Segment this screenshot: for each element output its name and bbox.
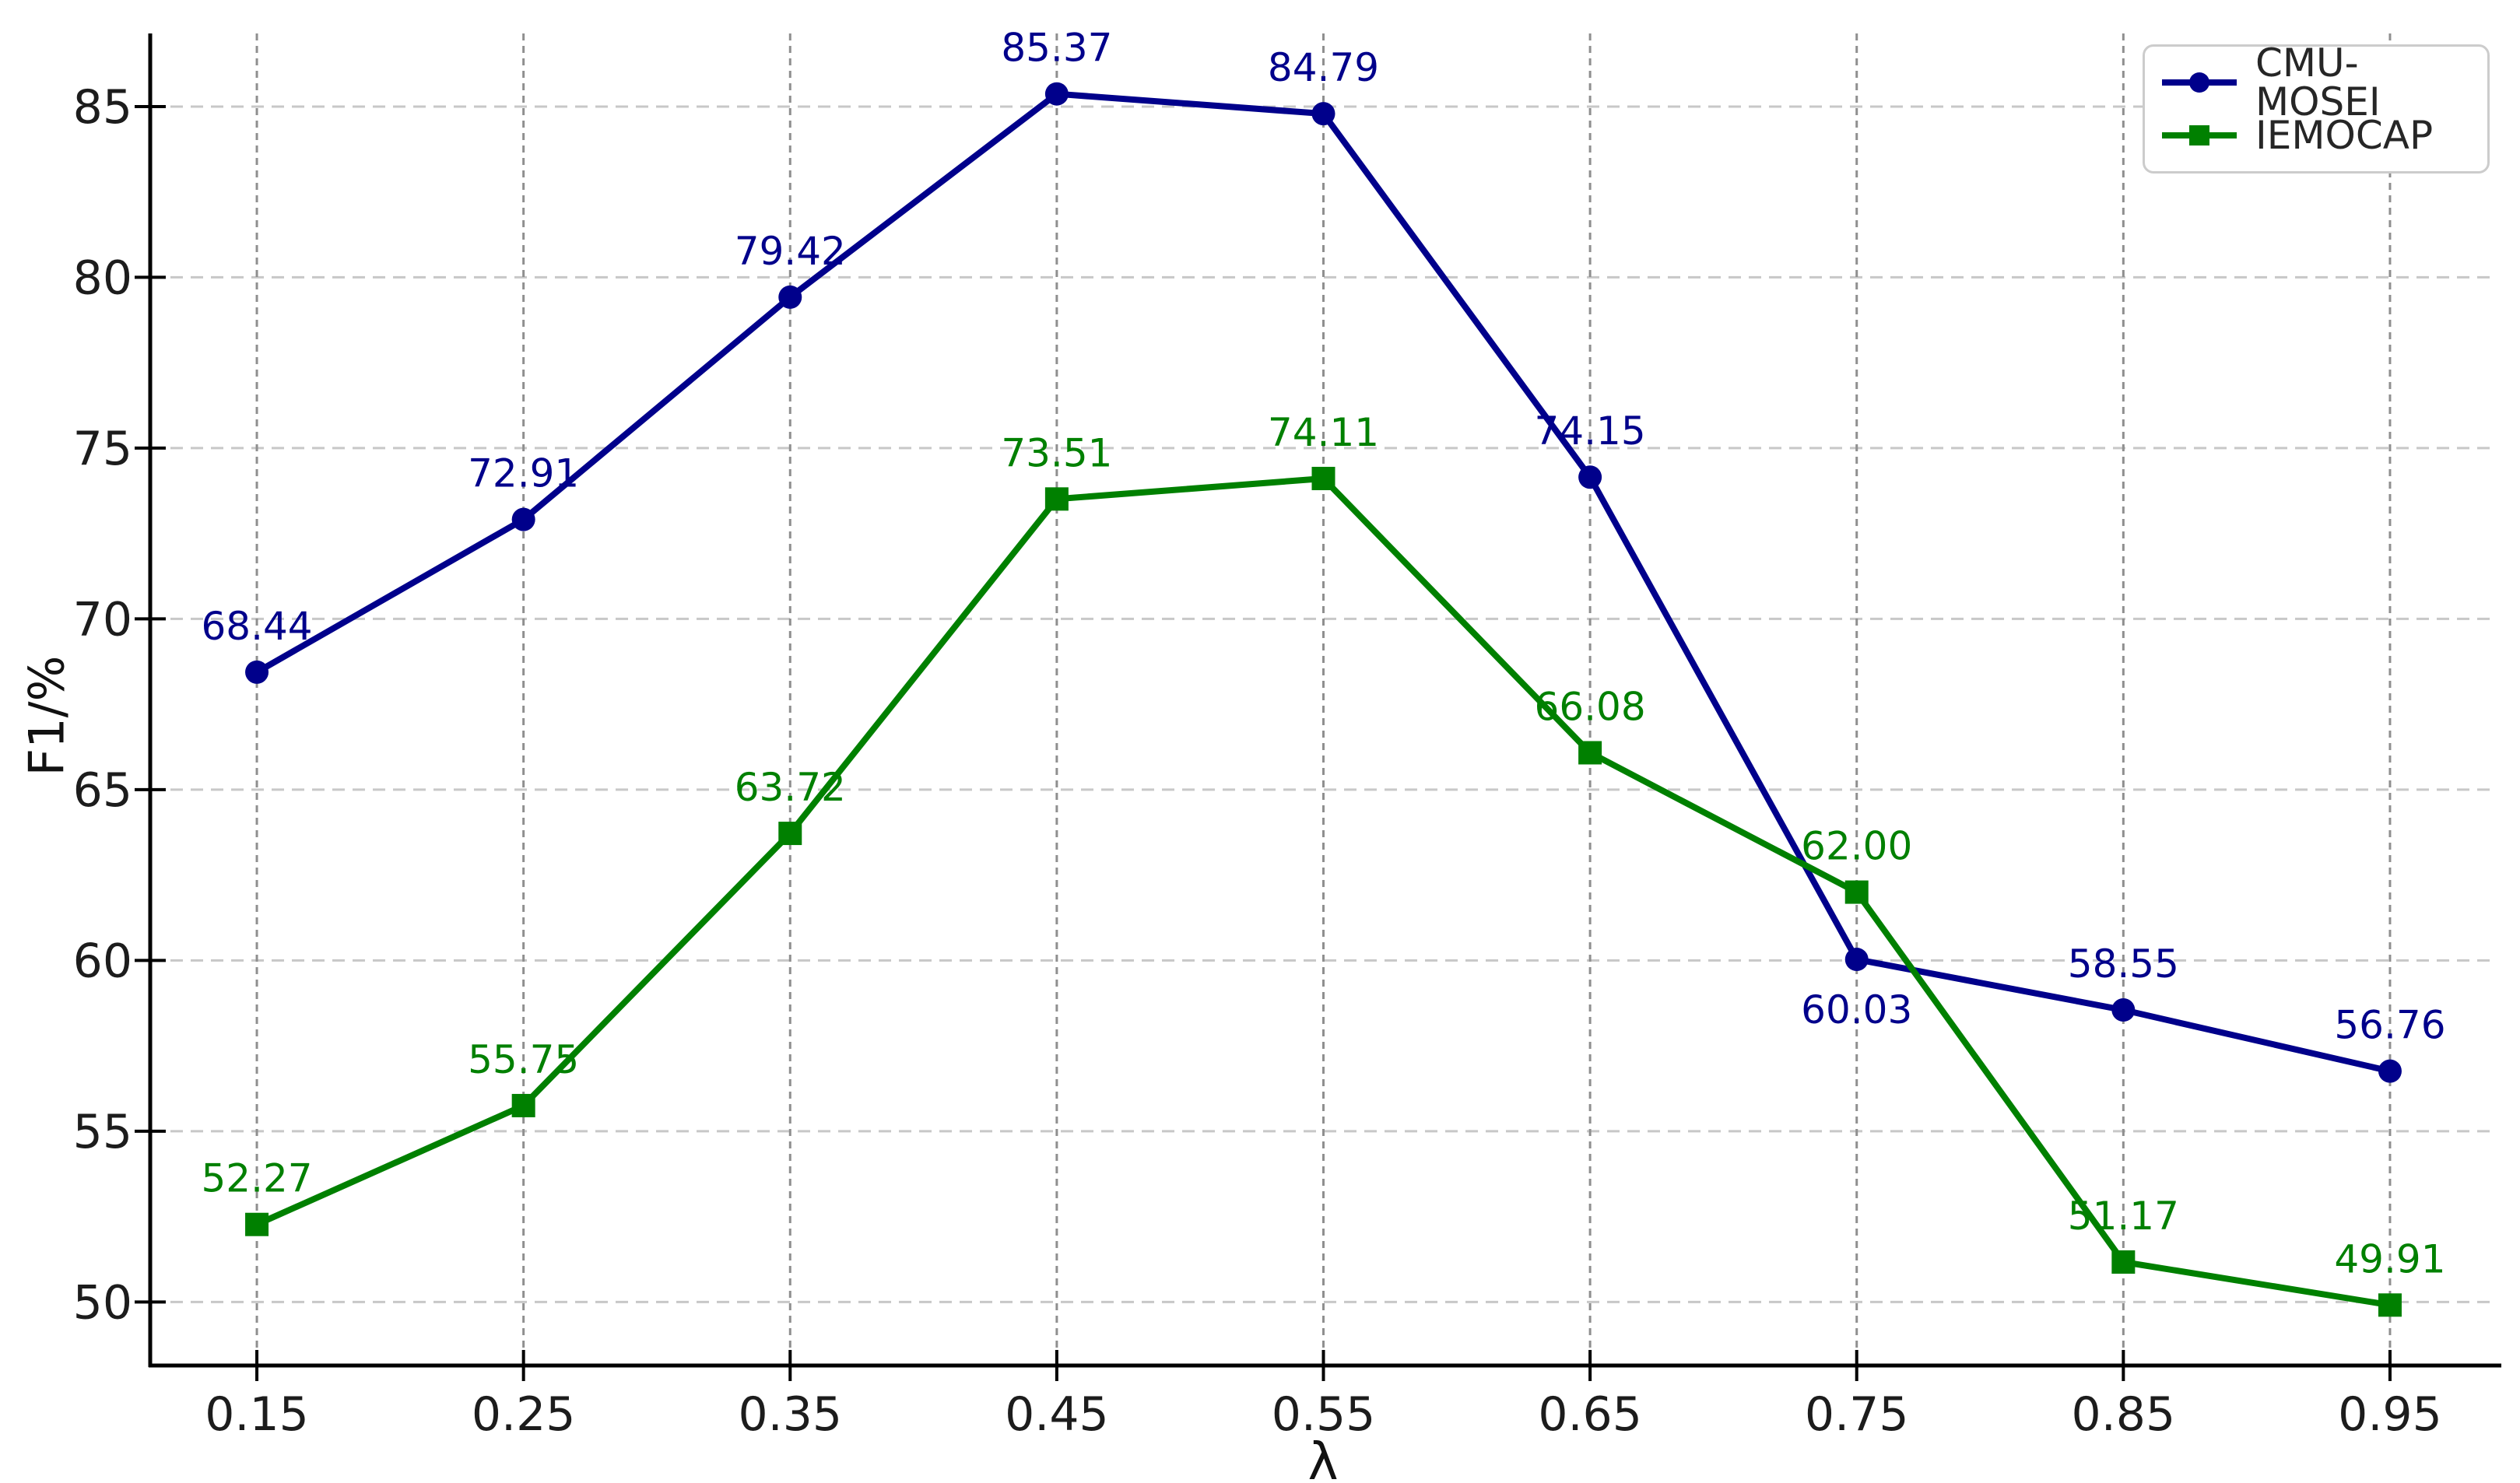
data-point-marker-square — [245, 1212, 269, 1236]
data-point-label: 66.08 — [1535, 684, 1646, 729]
y-tick-label: 75 — [73, 422, 132, 476]
data-point-marker-square — [2111, 1250, 2136, 1274]
data-point-label: 68.44 — [201, 604, 312, 649]
data-point-marker-circle — [2111, 998, 2136, 1022]
data-point-label: 60.03 — [1801, 987, 1912, 1032]
y-tick-label: 55 — [73, 1105, 132, 1159]
data-point-label: 52.27 — [201, 1156, 312, 1201]
data-point-label: 62.00 — [1801, 824, 1912, 869]
data-point-marker-square — [2378, 1293, 2402, 1317]
data-point-marker-square — [1844, 880, 1869, 904]
data-point-label: 85.37 — [1001, 26, 1112, 71]
data-point-label: 72.91 — [468, 451, 579, 496]
x-tick-label: 0.25 — [472, 1387, 576, 1442]
data-point-marker-circle — [778, 285, 802, 309]
data-point-marker-square — [778, 822, 802, 846]
data-point-marker-circle — [1044, 82, 1069, 106]
y-axis-title: F1/% — [18, 655, 75, 777]
y-tick-label: 60 — [73, 934, 132, 988]
x-tick-label: 0.15 — [205, 1387, 309, 1442]
data-point-label: 49.91 — [2334, 1236, 2445, 1281]
legend-line-square-icon — [2162, 125, 2237, 145]
x-tick-label: 0.85 — [2072, 1387, 2176, 1442]
x-tick-label: 0.35 — [738, 1387, 842, 1442]
data-point-marker-circle — [245, 660, 269, 684]
legend-item-cmu-mosei: CMU-MOSEI — [2159, 44, 2473, 121]
legend: CMU-MOSEI IEMOCAP — [2143, 44, 2490, 174]
y-tick-label: 50 — [73, 1275, 132, 1330]
data-point-label: 58.55 — [2068, 941, 2179, 987]
y-tick-label: 85 — [73, 80, 132, 135]
y-tick-label: 65 — [73, 763, 132, 818]
data-point-label: 63.72 — [735, 765, 846, 810]
legend-item-iemocap: IEMOCAP — [2159, 109, 2473, 162]
data-point-marker-circle — [2378, 1059, 2402, 1083]
legend-label: IEMOCAP — [2255, 113, 2434, 158]
data-point-marker-square — [1578, 741, 1602, 765]
data-point-label: 56.76 — [2334, 1003, 2445, 1048]
data-point-label: 73.51 — [1001, 430, 1112, 475]
x-tick-label: 0.65 — [1538, 1387, 1642, 1442]
data-point-label: 55.75 — [468, 1037, 579, 1082]
y-tick-label: 80 — [73, 251, 132, 305]
data-point-label: 51.17 — [2068, 1194, 2179, 1239]
x-tick-label: 0.55 — [1272, 1387, 1376, 1442]
data-point-marker-square — [1311, 466, 1335, 490]
data-point-marker-square — [1044, 487, 1069, 511]
x-tick-label: 0.75 — [1805, 1387, 1909, 1442]
y-tick-label: 70 — [73, 592, 132, 647]
data-point-label: 84.79 — [1268, 45, 1379, 90]
data-point-marker-circle — [1311, 102, 1335, 126]
data-point-marker-square — [511, 1093, 535, 1117]
x-tick-label: 0.95 — [2338, 1387, 2442, 1442]
legend-line-circle-icon — [2162, 72, 2237, 93]
x-tick-label: 0.45 — [1005, 1387, 1109, 1442]
legend-label: CMU-MOSEI — [2255, 40, 2381, 124]
data-point-marker-circle — [1844, 948, 1869, 972]
data-point-label: 74.15 — [1535, 408, 1646, 454]
data-point-marker-circle — [1578, 465, 1602, 489]
data-point-marker-circle — [511, 507, 535, 531]
data-point-label: 79.42 — [735, 229, 846, 274]
data-point-label: 74.11 — [1268, 410, 1379, 455]
x-axis-title: λ — [1307, 1432, 1339, 1483]
